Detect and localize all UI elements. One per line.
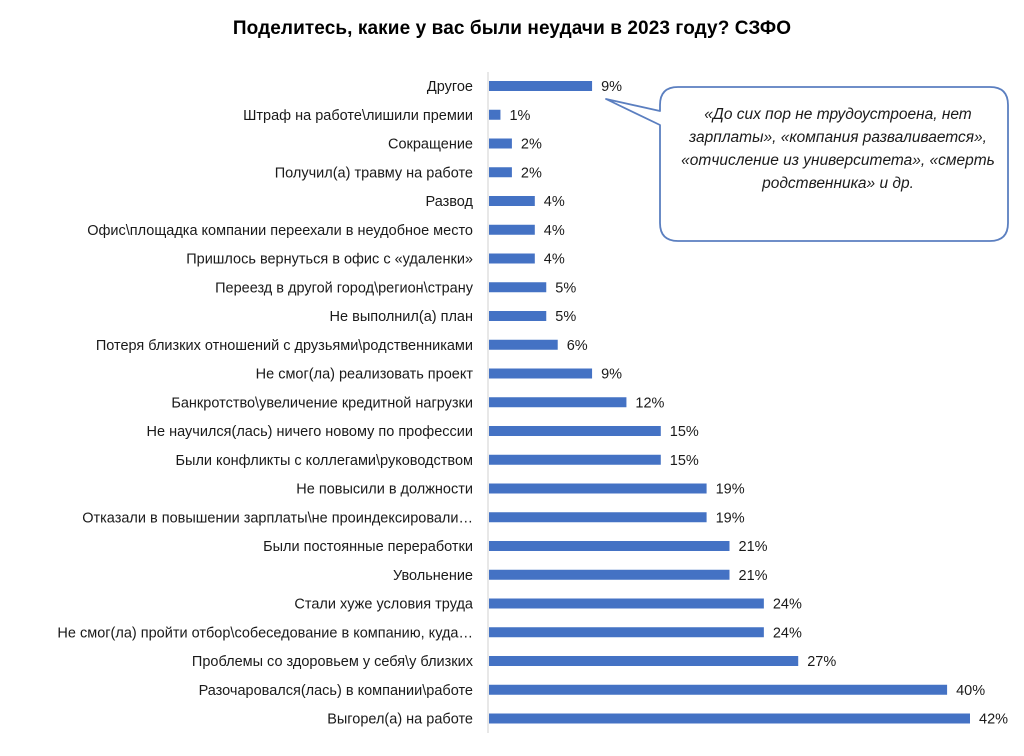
bar — [489, 224, 535, 235]
category-label: Выгорел(а) на работе — [327, 712, 473, 728]
bar — [489, 454, 661, 465]
value-label: 9% — [601, 367, 622, 383]
category-label: Не выполнил(а) план — [330, 309, 473, 325]
category-labels-layer: Другое Штраф на работе\лишили премии Сокра… — [57, 79, 474, 728]
category-label: Банкротство\увеличение кредитной нагрузк… — [171, 395, 473, 411]
category-label: Сокращение — [388, 137, 473, 153]
bar — [489, 81, 593, 91]
category-label: Были постоянные переработки — [263, 539, 473, 555]
bar — [489, 713, 970, 724]
bar — [489, 368, 593, 379]
bar — [489, 512, 707, 523]
bar — [489, 598, 764, 609]
value-label: 24% — [773, 625, 802, 641]
value-label: 4% — [544, 252, 565, 268]
category-label: Проблемы со здоровьем у себя\у близких — [192, 654, 474, 670]
value-label: 5% — [555, 280, 576, 296]
value-label: 19% — [716, 482, 745, 498]
category-label: Не повысили в должности — [296, 482, 473, 498]
category-label: Не научился(лась) ничего новому по профе… — [147, 424, 473, 440]
bar — [489, 627, 764, 638]
category-label: Получил(а) травму на работе — [275, 165, 473, 181]
bar — [489, 138, 512, 149]
value-label: 21% — [739, 539, 768, 555]
bar — [489, 282, 547, 293]
value-label: 2% — [521, 165, 542, 181]
category-label: Потеря близких отношений с друзьями\родс… — [96, 338, 473, 354]
value-label: 42% — [979, 712, 1008, 728]
category-label: Развод — [426, 194, 474, 210]
category-label: Штраф на работе\лишили премии — [243, 108, 473, 124]
bar — [489, 311, 547, 321]
category-label: Не смог(ла) реализовать проект — [256, 367, 474, 383]
bar — [489, 397, 627, 408]
bar — [489, 253, 535, 264]
value-label: 15% — [670, 453, 699, 469]
value-label: 4% — [544, 194, 565, 210]
value-label: 12% — [635, 395, 664, 411]
bar — [489, 483, 707, 494]
value-label: 19% — [716, 510, 745, 526]
value-label: 15% — [670, 424, 699, 440]
value-label: 9% — [601, 79, 622, 95]
bar — [489, 167, 512, 178]
bar — [489, 339, 558, 350]
category-label: Были конфликты с коллегами\руководством — [176, 453, 473, 469]
category-label: Увольнение — [393, 568, 473, 584]
chart-title: Поделитесь, какие у вас были неудачи в 2… — [232, 18, 792, 39]
value-labels-layer: 9%1%2%2%4%4%4%5%5%6%9%12%15%15%19%19%21%… — [509, 79, 1008, 728]
value-label: 6% — [567, 338, 588, 354]
bar — [489, 426, 661, 436]
value-label: 4% — [544, 223, 565, 239]
bar — [489, 196, 535, 206]
category-label: Другое — [427, 79, 473, 95]
value-label: 24% — [773, 597, 802, 613]
value-label: 40% — [956, 683, 985, 699]
category-label: Отказали в повышении зарплаты\не проинде… — [82, 510, 473, 526]
category-label: Офис\площадка компании переехали в неудо… — [87, 223, 473, 239]
category-label: Разочаровался(лась) в компании\работе — [199, 683, 473, 699]
callout-annotation: «До сих пор не трудоустроена, нет зарпла… — [681, 106, 995, 192]
callout-bubble — [605, 86, 1009, 242]
bar — [489, 541, 730, 551]
bar — [489, 569, 730, 580]
category-label: Пришлось вернуться в офис с «удаленки» — [186, 252, 473, 268]
value-label: 2% — [521, 137, 542, 153]
bar — [489, 109, 501, 120]
bar — [489, 684, 948, 695]
value-label: 21% — [739, 568, 768, 584]
bar — [489, 656, 799, 666]
category-label: Стали хуже условия труда — [294, 597, 474, 613]
category-label: Не смог(ла) пройти отбор\собеседование в… — [57, 625, 473, 641]
category-label: Переезд в другой город\регион\страну — [215, 280, 474, 296]
value-label: 1% — [509, 108, 530, 124]
bars-layer — [489, 81, 970, 724]
value-label: 5% — [555, 309, 576, 325]
value-label: 27% — [807, 654, 836, 670]
